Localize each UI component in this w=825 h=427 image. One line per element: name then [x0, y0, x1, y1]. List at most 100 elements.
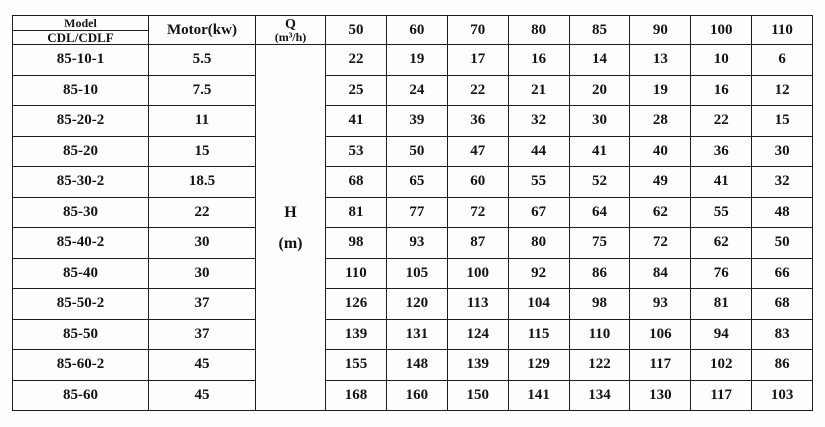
- head-value-cell: 110: [325, 257, 387, 289]
- model-cell: 85-40-2: [12, 227, 149, 259]
- table-row: 85-30 22 81 77 72 67 64 62 55 48: [12, 196, 813, 228]
- flow-column-header: 85: [568, 15, 631, 45]
- head-value-cell: 30: [568, 105, 631, 137]
- head-value-cell: 65: [385, 166, 448, 198]
- head-value-cell: 66: [751, 257, 813, 289]
- pump-performance-table: Model CDL/CDLF Motor(kw) Q (m³/h) 50 60 70…: [12, 15, 813, 411]
- flow-column-header: 60: [385, 15, 448, 45]
- head-value-cell: 84: [629, 257, 692, 289]
- head-value-cell: 64: [568, 196, 631, 228]
- table-row: 85-10 7.5 25 24 22 21 20 19 16 12: [12, 74, 813, 106]
- head-value-cell: 113: [446, 288, 509, 320]
- head-value-cell: 6: [751, 44, 813, 76]
- flow-symbol-label: Q: [285, 16, 296, 32]
- head-value-cell: 81: [690, 288, 753, 320]
- head-value-cell: 150: [446, 379, 509, 411]
- model-cell: 85-20-2: [12, 105, 149, 137]
- head-value-cell: 68: [325, 166, 387, 198]
- head-value-cell: 47: [446, 135, 509, 167]
- head-value-cell: 124: [446, 318, 509, 350]
- head-value-cell: 49: [629, 166, 692, 198]
- head-symbol-label: H: [284, 203, 297, 221]
- table-row: 85-20 15 53 50 47 44 41 40 36 30: [12, 135, 813, 167]
- table-row: 85-10-1 5.5 H (m) 22 19 17 16 14 13 10 6: [12, 44, 813, 411]
- model-cell: 85-50-2: [12, 288, 149, 320]
- head-value-cell: 86: [751, 349, 813, 381]
- head-value-cell: 130: [629, 379, 692, 411]
- head-value-cell: 122: [568, 349, 631, 381]
- motor-power-cell: 22: [148, 196, 256, 228]
- head-value-cell: 16: [690, 74, 753, 106]
- head-value-cell: 48: [751, 196, 813, 228]
- motor-power-cell: 37: [148, 318, 256, 350]
- model-header-title: Model: [64, 16, 97, 31]
- head-value-cell: 41: [690, 166, 753, 198]
- model-cell: 85-60: [12, 379, 149, 411]
- head-value-cell: 117: [690, 379, 753, 411]
- head-value-cell: 80: [507, 227, 570, 259]
- head-value-cell: 104: [507, 288, 570, 320]
- head-value-cell: 77: [385, 196, 448, 228]
- head-value-cell: 24: [385, 74, 448, 106]
- table-row: 85-60-2 45 155 148 139 129 122 117 102 86: [12, 349, 813, 381]
- table-row: 85-60 45 168 160 150 141 134 130 117 103: [12, 379, 813, 411]
- head-value-cell: 55: [507, 166, 570, 198]
- motor-power-cell: 11: [148, 105, 256, 137]
- head-value-cell: 19: [385, 44, 448, 76]
- head-value-cell: 168: [325, 379, 387, 411]
- table-row: 85-40 30 110 105 100 92 86 84 76 66: [12, 257, 813, 289]
- head-value-cell: 12: [751, 74, 813, 106]
- head-value-cell: 160: [385, 379, 448, 411]
- head-value-cell: 83: [751, 318, 813, 350]
- table-row: 85-20-2 11 41 39 36 32 30 28 22 15: [12, 105, 813, 137]
- head-value-cell: 40: [629, 135, 692, 167]
- head-value-cell: 148: [385, 349, 448, 381]
- head-value-cell: 155: [325, 349, 387, 381]
- head-value-cell: 106: [629, 318, 692, 350]
- flow-header-cell: Q (m³/h): [255, 15, 326, 45]
- head-value-cell: 36: [446, 105, 509, 137]
- head-value-cell: 55: [690, 196, 753, 228]
- head-value-cell: 17: [446, 44, 509, 76]
- model-cell: 85-50: [12, 318, 149, 350]
- head-value-cell: 139: [325, 318, 387, 350]
- motor-power-cell: 30: [148, 227, 256, 259]
- motor-power-cell: 37: [148, 288, 256, 320]
- head-value-cell: 72: [446, 196, 509, 228]
- head-value-cell: 41: [568, 135, 631, 167]
- motor-power-cell: 15: [148, 135, 256, 167]
- head-value-cell: 75: [568, 227, 631, 259]
- head-value-cell: 30: [751, 135, 813, 167]
- motor-power-cell: 45: [148, 379, 256, 411]
- head-value-cell: 19: [629, 74, 692, 106]
- head-value-cell: 98: [568, 288, 631, 320]
- flow-column-header: 80: [507, 15, 570, 45]
- motor-header-cell: Motor(kw): [148, 15, 256, 45]
- flow-unit-label: (m³/h): [274, 29, 307, 44]
- head-value-cell: 68: [751, 288, 813, 320]
- head-value-cell: 102: [690, 349, 753, 381]
- flow-column-header: 110: [751, 15, 813, 45]
- head-value-cell: 44: [507, 135, 570, 167]
- head-value-cell: 14: [568, 44, 631, 76]
- head-value-cell: 81: [325, 196, 387, 228]
- head-value-cell: 39: [385, 105, 448, 137]
- head-value-cell: 16: [507, 44, 570, 76]
- flow-column-header: 70: [446, 15, 509, 45]
- motor-power-cell: 18.5: [148, 166, 256, 198]
- model-cell: 85-40: [12, 257, 149, 289]
- model-header-subtitle: CDL/CDLF: [13, 30, 148, 44]
- head-value-cell: 62: [629, 196, 692, 228]
- head-value-cell: 103: [751, 379, 813, 411]
- flow-column-header: 50: [325, 15, 387, 45]
- head-value-cell: 129: [507, 349, 570, 381]
- head-value-cell: 93: [629, 288, 692, 320]
- head-value-cell: 32: [751, 166, 813, 198]
- head-value-cell: 10: [690, 44, 753, 76]
- head-value-cell: 139: [446, 349, 509, 381]
- head-value-cell: 32: [507, 105, 570, 137]
- flow-column-header: 90: [629, 15, 692, 45]
- head-value-cell: 13: [629, 44, 692, 76]
- head-value-cell: 20: [568, 74, 631, 106]
